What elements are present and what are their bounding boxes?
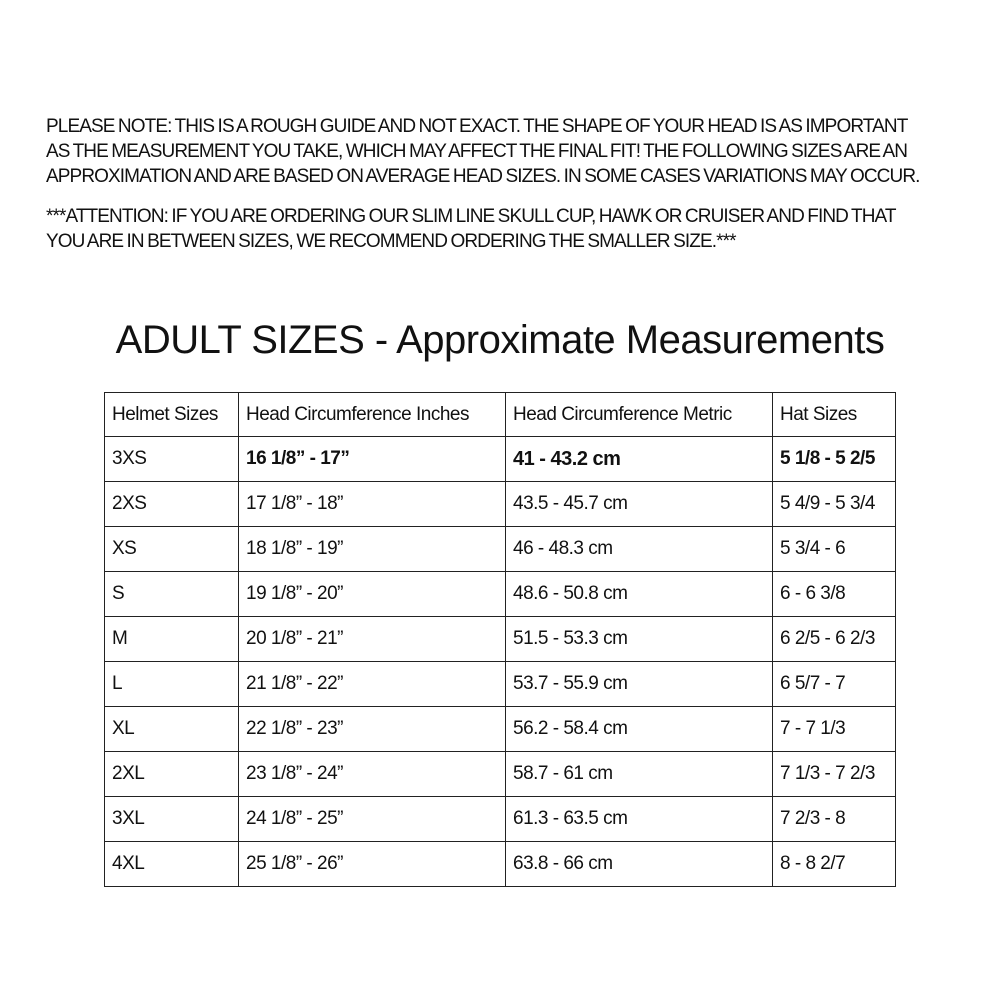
helmet-size-cell: 4XL [104,841,239,887]
inches-cell: 16 1/8” - 17” [238,436,506,482]
helmet-size-cell: S [104,571,239,617]
metric-cell: 48.6 - 50.8 cm [505,571,773,617]
table-row: S 19 1/8” - 20” 48.6 - 50.8 cm 6 - 6 3/8 [104,571,896,617]
hat-size-cell: 6 2/5 - 6 2/3 [772,616,896,662]
header-metric: Head Circumference Metric [505,392,773,437]
attention-line: ***ATTENTION: IF YOU ARE ORDERING OUR SL… [46,206,897,227]
metric-cell: 58.7 - 61 cm [505,751,773,797]
inches-cell: 24 1/8” - 25” [238,796,506,842]
helmet-size-cell: 2XS [104,481,239,527]
header-hat-sizes: Hat Sizes [772,392,896,437]
table-row: 3XS 16 1/8” - 17” 41 - 43.2 cm 5 1/8 - 5 2/… [104,436,896,482]
hat-size-cell: 6 - 6 3/8 [772,571,896,617]
inches-cell: 19 1/8” - 20” [238,571,506,617]
size-chart-table: Helmet Sizes Head Circumference Inches H… [104,392,896,887]
fit-disclaimer: PLEASE NOTE: THIS IS A ROUGH GUIDE AND N… [46,114,976,189]
hat-size-cell: 8 - 8 2/7 [772,841,896,887]
inches-cell: 20 1/8” - 21” [238,616,506,662]
metric-cell: 53.7 - 55.9 cm [505,661,773,707]
page-title: ADULT SIZES - Approximate Measurements [115,318,885,362]
inches-cell: 17 1/8” - 18” [238,481,506,527]
note-line: AS THE MEASUREMENT YOU TAKE, WHICH MAY A… [46,141,908,162]
attention-line: YOU ARE IN BETWEEN SIZES, WE RECOMMEND O… [46,231,737,252]
note-line: APPROXIMATION AND ARE BASED ON AVERAGE H… [46,166,920,187]
table-row: M 20 1/8” - 21” 51.5 - 53.3 cm 6 2/5 - 6 2/… [104,616,896,662]
hat-size-cell: 6 5/7 - 7 [772,661,896,707]
helmet-size-cell: XL [104,706,239,752]
hat-size-cell: 7 - 7 1/3 [772,706,896,752]
metric-cell: 41 - 43.2 cm [505,436,773,482]
hat-size-cell: 7 1/3 - 7 2/3 [772,751,896,797]
attention-note: ***ATTENTION: IF YOU ARE ORDERING OUR SL… [46,204,976,254]
helmet-size-cell: 3XS [104,436,239,482]
inches-cell: 23 1/8” - 24” [238,751,506,797]
helmet-size-cell: L [104,661,239,707]
metric-cell: 56.2 - 58.4 cm [505,706,773,752]
table-row: XS 18 1/8” - 19” 46 - 48.3 cm 5 3/4 - 6 [104,526,896,572]
metric-cell: 51.5 - 53.3 cm [505,616,773,662]
header-helmet-sizes: Helmet Sizes [104,392,239,437]
note-line: PLEASE NOTE: THIS IS A ROUGH GUIDE AND N… [46,116,908,137]
table-row: L 21 1/8” - 22” 53.7 - 55.9 cm 6 5/7 - 7 [104,661,896,707]
hat-size-cell: 5 3/4 - 6 [772,526,896,572]
hat-size-cell: 5 1/8 - 5 2/5 [772,436,896,482]
metric-cell: 43.5 - 45.7 cm [505,481,773,527]
table-row: XL 22 1/8” - 23” 56.2 - 58.4 cm 7 - 7 1/3 [104,706,896,752]
helmet-size-cell: XS [104,526,239,572]
hat-size-cell: 5 4/9 - 5 3/4 [772,481,896,527]
inches-cell: 25 1/8” - 26” [238,841,506,887]
metric-cell: 46 - 48.3 cm [505,526,773,572]
helmet-size-cell: 3XL [104,796,239,842]
table-row: 2XS 17 1/8” - 18” 43.5 - 45.7 cm 5 4/9 - 5 … [104,481,896,527]
metric-cell: 61.3 - 63.5 cm [505,796,773,842]
metric-cell: 63.8 - 66 cm [505,841,773,887]
helmet-size-cell: 2XL [104,751,239,797]
hat-size-cell: 7 2/3 - 8 [772,796,896,842]
table-header-row: Helmet Sizes Head Circumference Inches H… [104,392,896,437]
inches-cell: 21 1/8” - 22” [238,661,506,707]
inches-cell: 18 1/8” - 19” [238,526,506,572]
header-inches: Head Circumference Inches [238,392,506,437]
helmet-size-cell: M [104,616,239,662]
table-row: 2XL 23 1/8” - 24” 58.7 - 61 cm 7 1/3 - 7 2/… [104,751,896,797]
table-row: 3XL 24 1/8” - 25” 61.3 - 63.5 cm 7 2/3 - 8 [104,796,896,842]
inches-cell: 22 1/8” - 23” [238,706,506,752]
table-row: 4XL 25 1/8” - 26” 63.8 - 66 cm 8 - 8 2/7 [104,841,896,887]
